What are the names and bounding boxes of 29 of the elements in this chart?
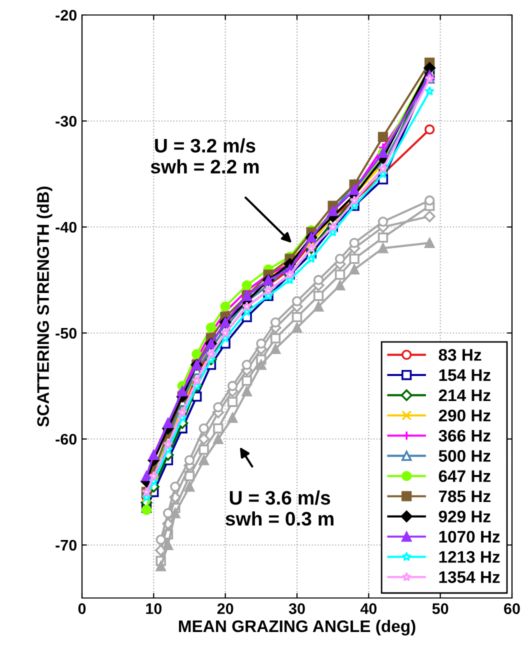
x-tick-label: 20 bbox=[217, 603, 234, 614]
y-tick-label: -30 bbox=[56, 116, 77, 127]
x-tick-label: 40 bbox=[360, 603, 377, 614]
y-tick-label: -70 bbox=[56, 540, 77, 551]
legend-label: 785 Hz bbox=[438, 490, 490, 502]
y-tick-label: -60 bbox=[56, 434, 77, 445]
legend-label: 929 Hz bbox=[438, 510, 490, 522]
legend-label: 500 Hz bbox=[438, 450, 490, 462]
x-tick-label: 0 bbox=[78, 603, 86, 614]
x-tick-label: 30 bbox=[288, 603, 305, 614]
y-axis-title: SCATTERING STRENGTH (dB) bbox=[36, 186, 52, 427]
legend-label: 1213 Hz bbox=[439, 551, 500, 563]
y-tick-label: -50 bbox=[56, 328, 77, 339]
annotation: U = 3.6 m/s swh = 0.3 m bbox=[226, 490, 334, 526]
legend-label: 366 Hz bbox=[438, 430, 490, 442]
legend-label: 1070 Hz bbox=[439, 530, 500, 543]
legend-label: 214 Hz bbox=[438, 389, 490, 402]
y-tick-label: -40 bbox=[56, 222, 77, 233]
legend-label: 83 Hz bbox=[438, 349, 482, 361]
y-tick-label: -20 bbox=[56, 10, 77, 21]
annotation: U = 3.2 m/s swh = 2.2 m bbox=[150, 138, 259, 174]
x-tick-label: 60 bbox=[504, 603, 520, 614]
legend-label: 154 Hz bbox=[439, 369, 490, 382]
legend-label: 1354 Hz bbox=[439, 571, 500, 584]
legend-label: 647 Hz bbox=[438, 470, 490, 482]
legend-label: 290 Hz bbox=[438, 410, 490, 422]
x-tick-label: 10 bbox=[146, 603, 162, 614]
x-tick-label: 50 bbox=[432, 603, 448, 614]
x-axis-title: MEAN GRAZING ANGLE (deg) bbox=[178, 620, 416, 636]
